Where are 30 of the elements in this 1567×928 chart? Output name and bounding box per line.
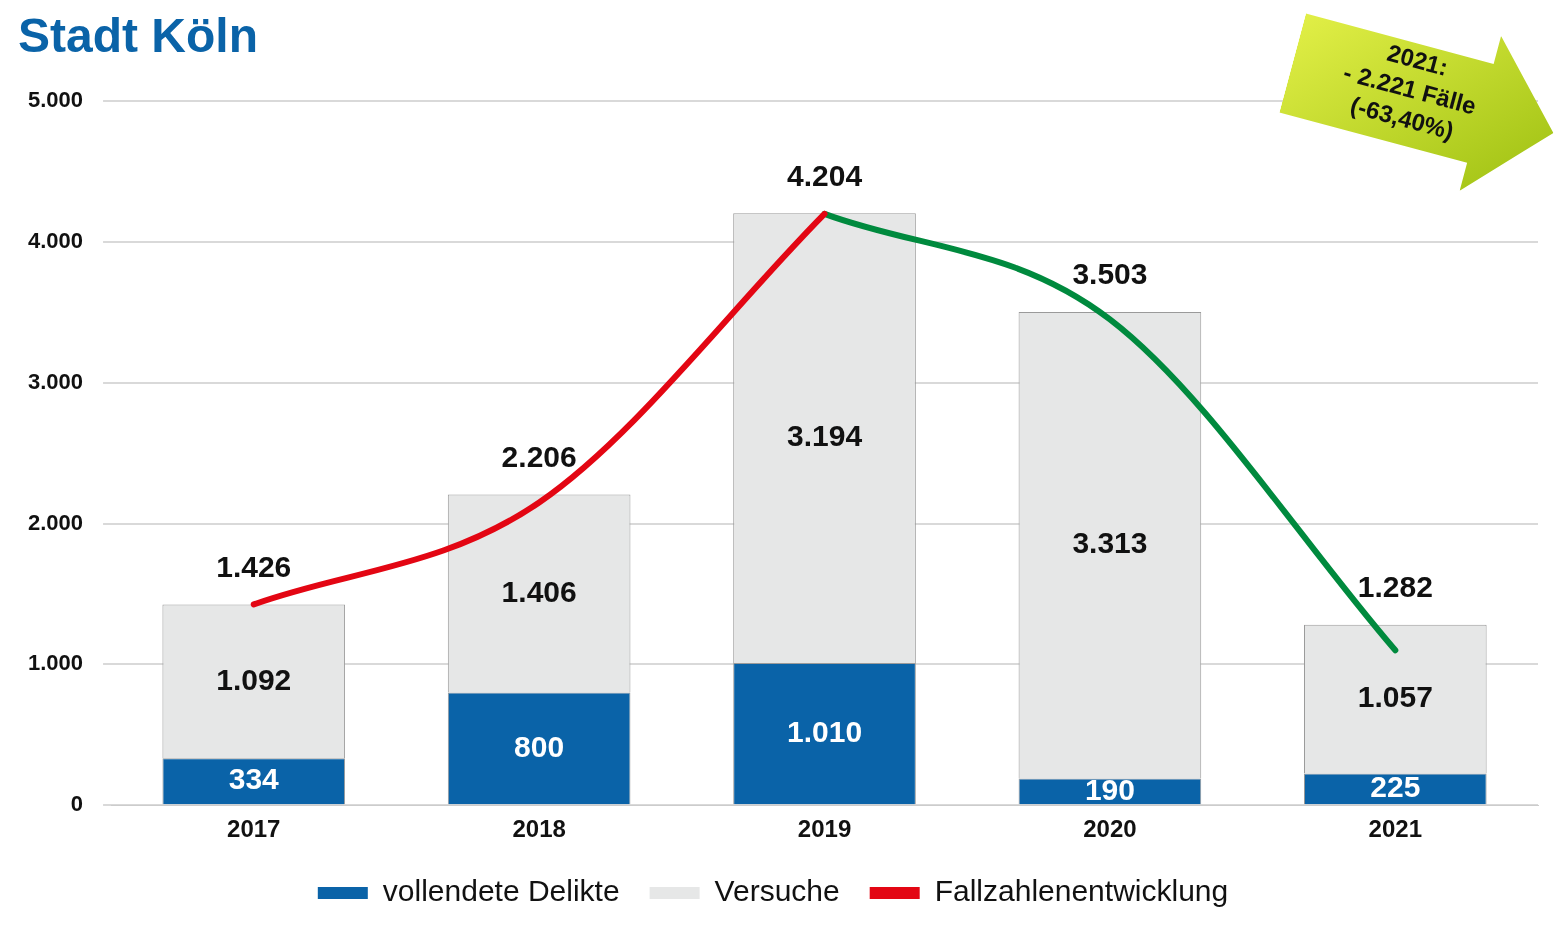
data-label: 3.194 xyxy=(786,419,863,453)
y-tick-label: 5.000 xyxy=(27,87,84,113)
total-label: 4.204 xyxy=(786,158,863,192)
x-tick-label: 2020 xyxy=(1083,815,1137,843)
y-tick-label: 3.000 xyxy=(27,368,84,394)
data-label: 1.406 xyxy=(501,574,577,608)
y-tick-label: 2.000 xyxy=(27,509,84,535)
y-tick-label: 0 xyxy=(70,791,84,817)
data-label: 1.057 xyxy=(1357,680,1433,714)
x-tick-label: 2019 xyxy=(797,815,852,843)
y-tick-label: 4.000 xyxy=(27,228,84,254)
y-tick-label: 1.000 xyxy=(27,650,84,676)
chart-title: Stadt Köln xyxy=(18,9,258,62)
x-tick-label: 2021 xyxy=(1368,815,1422,843)
legend-label: Versuche xyxy=(714,874,840,908)
data-label: 190 xyxy=(1084,772,1135,806)
data-label: 225 xyxy=(1370,770,1421,804)
data-label: 1.010 xyxy=(786,714,863,748)
x-tick-label: 2017 xyxy=(227,815,281,843)
data-label: 800 xyxy=(514,729,565,763)
data-label: 1.092 xyxy=(216,662,292,696)
total-label: 2.206 xyxy=(501,439,577,473)
legend-label: vollendete Delikte xyxy=(382,874,620,908)
x-tick-label: 2018 xyxy=(512,815,566,843)
legend-label: Fallzahlenentwicklung xyxy=(934,874,1229,908)
total-label: 3.503 xyxy=(1072,257,1148,291)
total-label: 1.426 xyxy=(216,549,292,583)
data-label: 334 xyxy=(228,762,280,796)
total-label: 1.282 xyxy=(1357,569,1433,603)
data-label: 3.313 xyxy=(1072,526,1148,560)
